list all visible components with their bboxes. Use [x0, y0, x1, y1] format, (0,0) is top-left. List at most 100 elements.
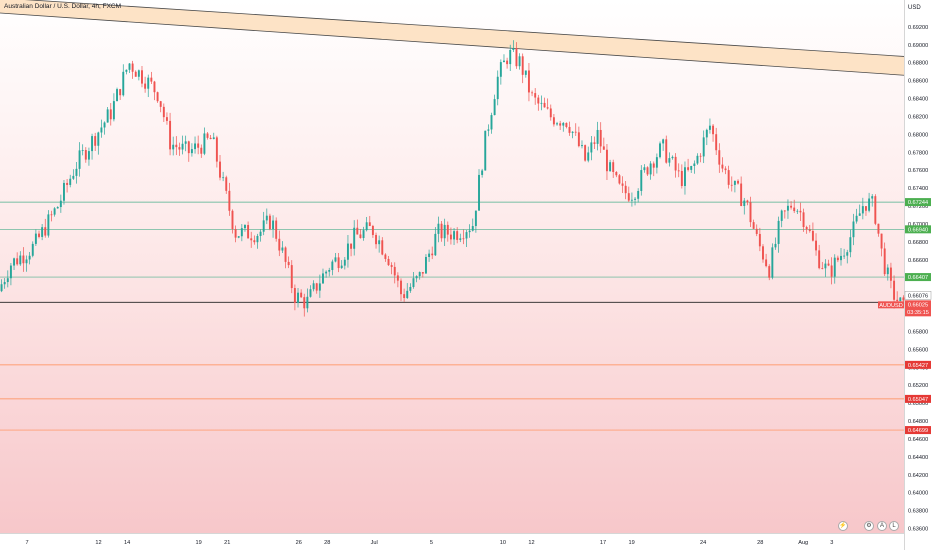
candle-body	[3, 282, 6, 285]
candle-body	[855, 215, 858, 222]
candle-body	[56, 207, 59, 209]
candle-body	[509, 49, 512, 65]
candle-body	[144, 83, 147, 89]
candle-body	[225, 177, 228, 191]
last-price-text: 0.66025	[908, 302, 928, 308]
candle-body	[359, 234, 362, 239]
candle-body	[237, 236, 240, 238]
x-tick-label-9: 10	[500, 540, 506, 546]
candle-body	[244, 225, 246, 229]
candle-body	[602, 146, 605, 150]
x-tick-label-8: 5	[430, 540, 433, 546]
candles	[0, 40, 905, 317]
candle-body	[318, 283, 321, 291]
y-tick-label-27: 0.63600	[908, 527, 928, 533]
candle-body	[47, 214, 50, 236]
candle-body	[627, 193, 630, 201]
auto-scale-icon[interactable]: A	[877, 521, 887, 531]
candle-body	[293, 288, 296, 303]
candle-body	[219, 161, 221, 178]
candle-body	[593, 142, 596, 144]
candle-body	[449, 234, 452, 240]
candle-body	[687, 167, 690, 170]
candle-body	[796, 210, 799, 212]
prev-price-tag	[904, 291, 932, 300]
candle-body	[712, 125, 715, 135]
candle-body	[393, 266, 396, 276]
settings-icon[interactable]: ⚙	[864, 521, 874, 531]
candle-body	[581, 145, 583, 147]
candle-body	[568, 126, 571, 133]
candle-body	[618, 175, 621, 184]
candle-body	[587, 152, 590, 161]
candle-body	[375, 234, 378, 245]
candle-body	[537, 97, 540, 104]
candle-body	[690, 166, 693, 170]
candle-body	[671, 156, 674, 159]
plot-area[interactable]	[0, 0, 904, 533]
time-axis[interactable]	[0, 533, 904, 551]
candle-body	[727, 170, 730, 185]
candle-body	[315, 283, 318, 291]
candle-body	[815, 240, 818, 251]
candle-body	[203, 133, 206, 154]
candle-body	[84, 150, 87, 160]
x-tick-label-14: 28	[757, 540, 763, 546]
candle-body	[783, 210, 786, 212]
candle-body	[481, 170, 484, 175]
candle-body	[156, 92, 159, 102]
candle-body	[684, 167, 686, 187]
candle-body	[833, 257, 836, 277]
candle-body	[637, 190, 640, 199]
x-tick-label-12: 19	[628, 540, 634, 546]
y-tick-label-25: 0.64000	[908, 491, 928, 497]
candle-body	[362, 230, 365, 239]
lightning-icon[interactable]: ⚡	[838, 521, 848, 531]
candle-body	[109, 109, 112, 120]
candle-body	[128, 63, 131, 70]
candle-body	[434, 233, 437, 256]
candle-body	[253, 240, 256, 243]
candle-body	[44, 227, 47, 236]
candle-body	[259, 231, 262, 236]
y-tick-label-22: 0.64600	[908, 437, 928, 443]
candle-body	[137, 70, 140, 77]
candle-body	[75, 168, 78, 176]
candle-body	[743, 200, 746, 206]
candle-body	[240, 228, 243, 237]
candle-body	[549, 108, 552, 118]
candle-body	[468, 230, 471, 233]
candle-body	[31, 243, 34, 256]
candle-body	[705, 129, 708, 138]
candle-body	[94, 136, 97, 146]
candle-body	[178, 147, 181, 150]
candle-body	[250, 238, 253, 241]
candle-body	[181, 143, 184, 150]
candle-body	[774, 243, 777, 248]
candle-body	[786, 205, 789, 211]
candle-body	[322, 273, 324, 284]
currency-label[interactable]: USD	[908, 5, 921, 11]
candle-body	[206, 133, 209, 138]
candle-body	[28, 255, 31, 260]
candle-body	[821, 268, 824, 269]
candle-body	[78, 150, 81, 169]
candle-body	[272, 220, 275, 230]
log-scale-icon[interactable]: L	[889, 521, 899, 531]
candle-body	[702, 137, 705, 157]
candle-body	[340, 265, 343, 269]
candle-body	[755, 228, 758, 234]
candle-body	[490, 115, 493, 130]
level-tag-1	[905, 225, 931, 234]
candle-body	[596, 129, 599, 144]
candle-body	[421, 272, 424, 274]
level-tag-text-1: 0.66940	[908, 227, 928, 233]
candle-body	[200, 147, 203, 154]
candle-body	[25, 259, 28, 264]
candle-body	[365, 222, 368, 231]
candle-body	[356, 227, 359, 235]
candle-body	[552, 117, 555, 125]
candle-body	[69, 178, 72, 185]
y-tick-label-24: 0.64200	[908, 473, 928, 479]
